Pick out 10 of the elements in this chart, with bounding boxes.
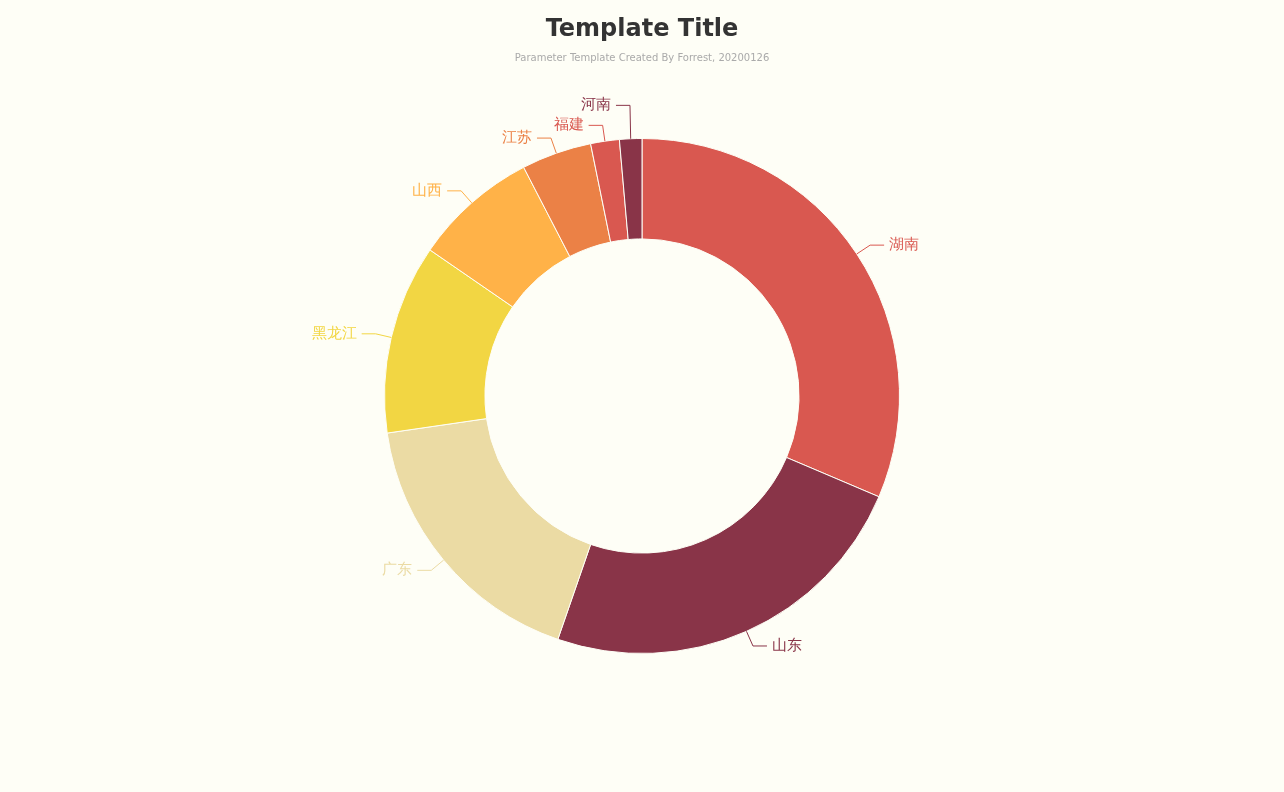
- slice-label: 山西: [412, 180, 443, 199]
- slice-label: 黑龙江: [311, 323, 357, 342]
- slice-label: 广东: [382, 560, 413, 579]
- slice-label: 福建: [553, 115, 584, 134]
- chart-subtitle: Parameter Template Created By Forrest, 20200126: [513, 52, 771, 63]
- slice-label: 河南: [580, 95, 611, 114]
- slice-label: 山东: [771, 635, 802, 654]
- chart-title: Template Title: [544, 14, 740, 42]
- slice-label: 江苏: [501, 127, 532, 146]
- slice-label: 湖南: [889, 235, 920, 254]
